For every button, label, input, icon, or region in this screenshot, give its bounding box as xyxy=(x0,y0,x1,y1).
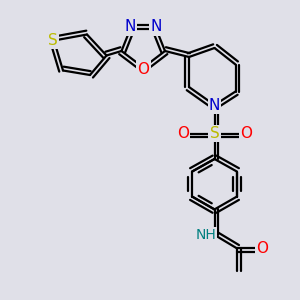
Text: N: N xyxy=(125,20,136,34)
Text: N: N xyxy=(150,20,162,34)
Text: O: O xyxy=(177,126,189,141)
Text: O: O xyxy=(137,61,149,76)
Text: N: N xyxy=(209,98,220,112)
Text: O: O xyxy=(240,126,252,141)
Text: NH: NH xyxy=(195,228,216,242)
Text: S: S xyxy=(48,33,57,48)
Text: S: S xyxy=(210,126,219,141)
Text: O: O xyxy=(256,241,268,256)
